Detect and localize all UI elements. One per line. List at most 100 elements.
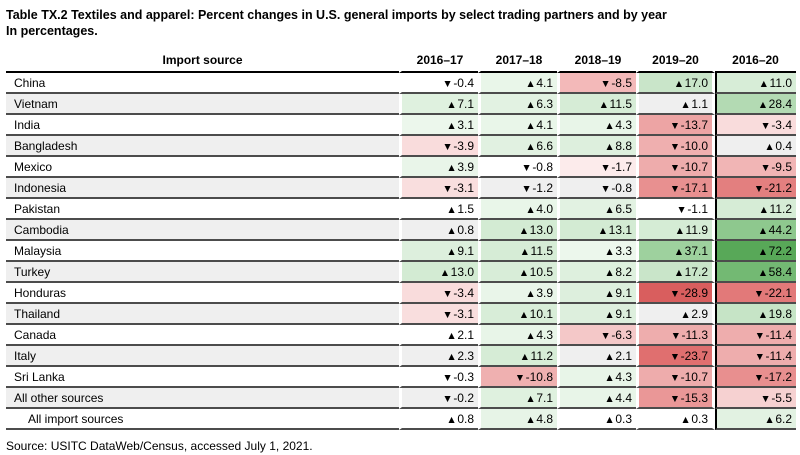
percent-value: -8.5 <box>611 75 632 90</box>
value-cell: ▲2.9 <box>636 304 715 325</box>
percent-value: 4.8 <box>536 411 553 426</box>
value-cell: ▲9.1 <box>399 241 478 262</box>
imports-table: Import source 2016–17 2017–18 2018–19 20… <box>6 49 796 430</box>
percent-value: 2.1 <box>615 348 632 363</box>
up-triangle-icon: ▲ <box>673 266 685 279</box>
value-cell: ▲6.5 <box>557 199 636 220</box>
value-cell: ▼-1.2 <box>478 178 557 199</box>
percent-value: -6.3 <box>611 327 632 342</box>
table-row: Bangladesh ▼-3.9 ▲6.6 ▲8.8 ▼-10.0 ▲0.4 <box>6 136 796 157</box>
up-triangle-icon: ▲ <box>757 266 769 279</box>
percent-value: 44.2 <box>768 222 792 237</box>
down-triangle-icon: ▼ <box>669 287 681 300</box>
import-source-cell: Vietnam <box>6 94 399 115</box>
value-cell: ▼-10.0 <box>636 136 715 157</box>
percent-value: -10.7 <box>680 159 708 174</box>
up-triangle-icon: ▲ <box>597 224 609 237</box>
down-triangle-icon: ▼ <box>754 329 766 342</box>
value-cell: ▲11.2 <box>715 199 796 220</box>
table-row: Cambodia ▲0.8 ▲13.0 ▲13.1 ▲11.9 ▲44.2 <box>6 220 796 241</box>
value-cell: ▼-0.8 <box>557 178 636 199</box>
column-header-2016-20: 2016–20 <box>715 49 796 73</box>
value-cell: ▲7.1 <box>478 388 557 409</box>
percent-value: 2.3 <box>457 348 474 363</box>
value-cell: ▼-21.2 <box>715 178 796 199</box>
value-cell: ▲11.5 <box>557 94 636 115</box>
table-row: Honduras ▼-3.4 ▲3.9 ▲9.1 ▼-28.9 ▼-22.1 <box>6 283 796 304</box>
percent-value: 2.9 <box>691 306 708 321</box>
up-triangle-icon: ▲ <box>446 413 458 426</box>
up-triangle-icon: ▲ <box>604 266 616 279</box>
percent-value: 72.2 <box>768 243 792 258</box>
down-triangle-icon: ▼ <box>669 350 681 363</box>
value-cell: ▼-3.4 <box>399 283 478 304</box>
percent-value: -3.1 <box>453 306 474 321</box>
percent-value: 11.5 <box>530 243 553 258</box>
table-row: All other sources ▼-0.2 ▲7.1 ▲4.4 ▼-15.3 ▼-5.… <box>6 388 796 409</box>
percent-value: 9.1 <box>615 285 632 300</box>
import-source-cell: Pakistan <box>6 199 399 220</box>
import-source-cell: India <box>6 115 399 136</box>
up-triangle-icon: ▲ <box>525 77 537 90</box>
percent-value: 4.3 <box>615 117 632 132</box>
value-cell: ▲11.5 <box>478 241 557 262</box>
percent-value: 0.3 <box>615 411 632 426</box>
value-cell: ▲4.3 <box>557 115 636 136</box>
import-source-cell: Indonesia <box>6 178 399 199</box>
value-cell: ▼-17.1 <box>636 178 715 199</box>
down-triangle-icon: ▼ <box>669 140 681 153</box>
table-row: Pakistan ▲1.5 ▲4.0 ▲6.5 ▼-1.1 ▲11.2 <box>6 199 796 220</box>
down-triangle-icon: ▼ <box>676 203 688 216</box>
value-cell: ▲8.2 <box>557 262 636 283</box>
column-header-import-source: Import source <box>6 49 399 73</box>
table-row: China ▼-0.4 ▲4.1 ▼-8.5 ▲17.0 ▲11.0 <box>6 73 796 94</box>
value-cell: ▲4.8 <box>478 409 557 430</box>
column-header-2018-19: 2018–19 <box>557 49 636 73</box>
percent-value: 11.9 <box>685 222 708 237</box>
table-row: Sri Lanka ▼-0.3 ▼-10.8 ▲4.3 ▼-10.7 ▼-17.2 <box>6 367 796 388</box>
value-cell: ▲19.8 <box>715 304 796 325</box>
value-cell: ▼-0.4 <box>399 73 478 94</box>
title-block: Table TX.2 Textiles and apparel: Percent… <box>6 7 795 39</box>
value-cell: ▼-17.2 <box>715 367 796 388</box>
value-cell: ▼-10.7 <box>636 367 715 388</box>
percent-value: 11.0 <box>769 75 792 90</box>
value-cell: ▲3.3 <box>557 241 636 262</box>
percent-value: 7.1 <box>536 390 553 405</box>
table-row: Thailand ▼-3.1 ▲10.1 ▲9.1 ▲2.9 ▲19.8 <box>6 304 796 325</box>
percent-value: 8.8 <box>615 138 632 153</box>
value-cell: ▲4.4 <box>557 388 636 409</box>
value-cell: ▼-10.7 <box>636 157 715 178</box>
up-triangle-icon: ▲ <box>604 140 616 153</box>
percent-value: 13.0 <box>450 264 474 279</box>
value-cell: ▲0.3 <box>636 409 715 430</box>
percent-value: 3.9 <box>536 285 553 300</box>
import-source-cell: All import sources <box>6 409 399 430</box>
footer-block: Source: USITC DataWeb/Census, accessed J… <box>6 439 795 455</box>
percent-value: 11.2 <box>769 201 792 216</box>
import-source-cell: Sri Lanka <box>6 367 399 388</box>
up-triangle-icon: ▲ <box>604 350 616 363</box>
value-cell: ▲13.0 <box>399 262 478 283</box>
value-cell: ▲0.4 <box>715 136 796 157</box>
percent-value: -1.7 <box>611 159 632 174</box>
value-cell: ▲11.9 <box>636 220 715 241</box>
percent-value: -22.1 <box>764 285 792 300</box>
up-triangle-icon: ▲ <box>446 245 458 258</box>
table-row: Malaysia ▲9.1 ▲11.5 ▲3.3 ▲37.1 ▲72.2 <box>6 241 796 262</box>
percent-value: -11.3 <box>681 327 708 342</box>
down-triangle-icon: ▼ <box>753 371 765 384</box>
up-triangle-icon: ▲ <box>758 77 770 90</box>
import-source-cell: Malaysia <box>6 241 399 262</box>
value-cell: ▼-3.9 <box>399 136 478 157</box>
value-cell: ▼-0.8 <box>478 157 557 178</box>
down-triangle-icon: ▼ <box>669 371 681 384</box>
value-cell: ▼-28.9 <box>636 283 715 304</box>
up-triangle-icon: ▲ <box>446 350 458 363</box>
value-cell: ▲8.8 <box>557 136 636 157</box>
percent-value: 6.5 <box>615 201 632 216</box>
up-triangle-icon: ▲ <box>757 98 769 111</box>
source-note: Source: USITC DataWeb/Census, accessed J… <box>6 439 313 453</box>
percent-value: 10.5 <box>529 264 553 279</box>
import-source-cell: China <box>6 73 399 94</box>
